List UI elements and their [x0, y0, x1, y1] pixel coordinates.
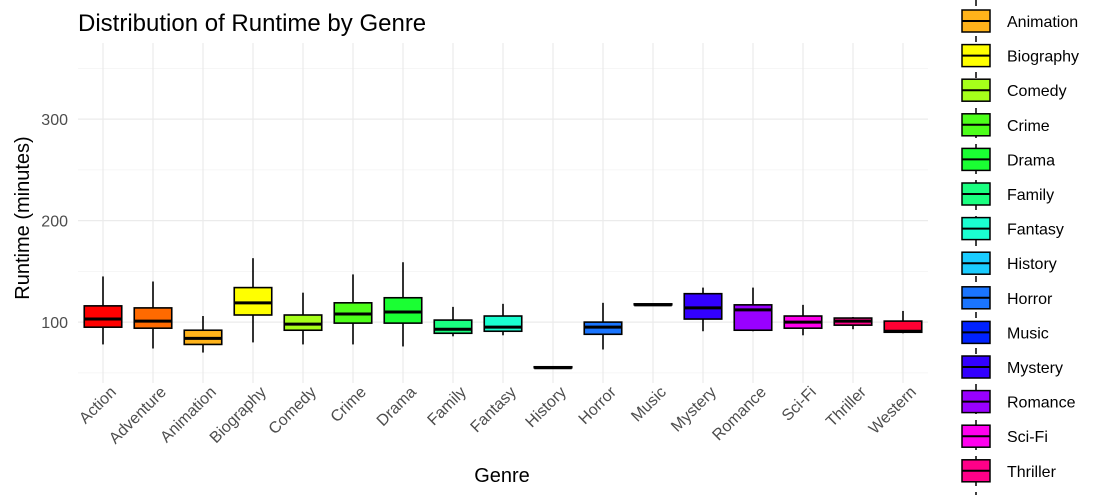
box-thriller [833, 317, 873, 330]
x-tick-label: Western [866, 384, 920, 438]
legend-label: History [1007, 256, 1057, 273]
legend-entry: Drama [961, 147, 1055, 172]
x-tick-label: History [523, 384, 570, 431]
chart-title: Distribution of Runtime by Genre [78, 10, 426, 37]
legend-label: Fantasy [1007, 222, 1064, 239]
box-romance [733, 287, 773, 332]
x-tick-label: Action [76, 384, 119, 427]
x-tick-label: Drama [374, 384, 420, 430]
box-mystery [683, 287, 723, 332]
box-fantasy [483, 303, 523, 336]
box-body [433, 319, 473, 335]
box-comedy [283, 292, 323, 345]
x-axis-title: Genre [474, 465, 530, 487]
box-drama [383, 262, 423, 347]
box-body [383, 296, 423, 324]
box-body [133, 307, 173, 329]
legend-entry: Biography [961, 43, 1079, 68]
x-tick-label: Sci-Fi [779, 384, 820, 425]
legend-label: Biography [1007, 49, 1079, 66]
legend-label: Animation [1007, 14, 1078, 31]
legend-entry: Animation [961, 9, 1078, 33]
legend-entry: Mystery [961, 355, 1063, 379]
x-tick-label: Comedy [266, 384, 320, 438]
legend-entry: Comedy [961, 78, 1067, 102]
legend-entry: Romance [961, 389, 1076, 414]
box-body [683, 292, 723, 320]
x-tick-label: Romance [709, 384, 770, 445]
legend-label: Crime [1007, 118, 1050, 135]
box-sci-fi [783, 304, 823, 336]
legend-label: Family [1007, 187, 1054, 204]
x-tick-label: Mystery [668, 384, 720, 436]
x-tick-label: Crime [328, 384, 370, 426]
y-axis-ticks: 100 200 300 [41, 112, 68, 332]
x-tick-label: Family [424, 384, 469, 429]
legend-label: Drama [1007, 152, 1055, 169]
legend-entry: Family [961, 182, 1054, 206]
legend-entry: Sci-Fi [961, 424, 1048, 448]
y-axis-title: Runtime (minutes) [12, 136, 34, 299]
boxes [83, 258, 923, 370]
legend-label: Music [1007, 325, 1049, 342]
legend-entry: History [961, 251, 1057, 275]
box-music [633, 303, 673, 307]
x-tick-label: Fantasy [468, 384, 520, 436]
box-body [83, 305, 123, 328]
legend-label: Comedy [1007, 83, 1067, 100]
box-horror [583, 302, 623, 350]
x-tick-label: Horror [576, 383, 621, 428]
box-animation [183, 316, 223, 353]
box-crime [333, 274, 373, 345]
y-tick-label: 200 [41, 214, 68, 231]
legend-entry: Thriller [961, 459, 1057, 483]
box-body [283, 314, 323, 332]
x-tick-label: Thriller [823, 383, 870, 430]
legend: Animation Biography Comedy Crime Drama Family… [961, 0, 1079, 495]
legend-entry: Crime [961, 113, 1050, 137]
legend-entry: Fantasy [961, 216, 1064, 241]
legend-label: Romance [1007, 395, 1076, 412]
legend-label: Thriller [1007, 464, 1057, 481]
box-family [433, 306, 473, 337]
box-history [533, 365, 573, 370]
box-western [883, 310, 923, 334]
legend-entry: Horror [961, 286, 1053, 310]
legend-label: Horror [1007, 291, 1053, 308]
y-tick-label: 100 [41, 315, 68, 332]
box-adventure [133, 281, 173, 349]
box-action [83, 276, 123, 345]
box-body [233, 286, 273, 316]
y-tick-label: 300 [41, 112, 68, 129]
legend-label: Mystery [1007, 360, 1063, 377]
box-body [483, 315, 523, 333]
box-biography [233, 258, 273, 343]
x-tick-label: Music [628, 384, 670, 426]
legend-label: Sci-Fi [1007, 429, 1048, 446]
legend-entry: Music [961, 320, 1049, 345]
